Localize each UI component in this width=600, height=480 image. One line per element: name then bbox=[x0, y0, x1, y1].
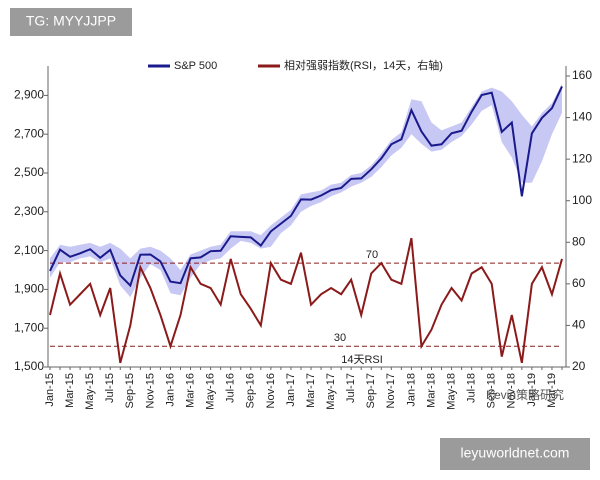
tag-text: TG: MYYJJPP bbox=[26, 13, 116, 29]
x-tick-label: Jan-17 bbox=[285, 373, 297, 407]
x-tick-label: Jan-15 bbox=[44, 373, 56, 407]
y-tick-label: 2,500 bbox=[14, 165, 44, 179]
x-tick-label: May-15 bbox=[84, 373, 96, 410]
x-tick-label: Mar-19 bbox=[546, 373, 558, 408]
source-text: Kevin策略研究 bbox=[486, 387, 564, 402]
band-area bbox=[50, 83, 562, 298]
y-tick-label: 2,700 bbox=[14, 126, 44, 140]
x-tick-label: Jan-18 bbox=[405, 373, 417, 407]
x-tick-label: Mar-15 bbox=[64, 373, 76, 408]
x-tick-label: Sep-17 bbox=[365, 373, 377, 408]
y-tick-label: 2,300 bbox=[14, 204, 44, 218]
x-tick-label: Sep-15 bbox=[124, 373, 136, 408]
x-tick-label: Jul-16 bbox=[225, 373, 237, 403]
site-box bbox=[440, 438, 590, 470]
legend-label: S&P 500 bbox=[174, 60, 217, 72]
y-tick-label: 2,900 bbox=[14, 88, 44, 102]
x-tick-label: Nov-17 bbox=[385, 373, 397, 408]
y2-tick-label: 140 bbox=[572, 110, 592, 124]
x-tick-label: Jul-18 bbox=[466, 373, 478, 403]
legend-label: 相对强弱指数(RSI，14天，右轴) bbox=[284, 58, 443, 72]
y2-tick-label: 60 bbox=[572, 276, 586, 290]
y-tick-label: 1,700 bbox=[14, 320, 44, 334]
x-tick-label: Nov-15 bbox=[144, 373, 156, 408]
y2-tick-label: 100 bbox=[572, 193, 592, 207]
site-text: leyuworldnet.com bbox=[461, 445, 570, 461]
reference-label: 70 bbox=[366, 249, 378, 261]
x-tick-label: Mar-16 bbox=[184, 373, 196, 408]
y-tick-label: 1,900 bbox=[14, 282, 44, 296]
annotation: 14天RSI bbox=[341, 354, 383, 366]
x-tick-label: Sep-18 bbox=[486, 373, 498, 408]
x-tick-label: Mar-17 bbox=[305, 373, 317, 408]
series-line bbox=[49, 237, 563, 364]
x-tick-label: May-18 bbox=[445, 373, 457, 410]
x-tick-label: Nov-18 bbox=[506, 373, 518, 408]
y-tick-label: 2,100 bbox=[14, 243, 44, 257]
reference-label: 30 bbox=[334, 332, 346, 344]
x-tick-label: Jul-15 bbox=[104, 373, 116, 403]
x-tick-label: Jan-16 bbox=[164, 373, 176, 407]
x-tick-label: Sep-16 bbox=[245, 373, 257, 408]
y2-tick-label: 160 bbox=[572, 68, 592, 82]
y-tick-label: 1,500 bbox=[14, 359, 44, 373]
x-tick-label: Nov-16 bbox=[265, 373, 277, 408]
tag-box bbox=[10, 8, 132, 36]
series-line bbox=[49, 86, 563, 288]
y2-tick-label: 40 bbox=[572, 318, 586, 332]
x-tick-label: May-16 bbox=[205, 373, 217, 410]
x-tick-label: Mar-18 bbox=[425, 373, 437, 408]
y2-tick-label: 80 bbox=[572, 234, 586, 248]
x-tick-label: May-17 bbox=[325, 373, 337, 410]
x-tick-label: Jul-17 bbox=[345, 373, 357, 403]
y2-tick-label: 120 bbox=[572, 151, 592, 165]
y2-tick-label: 20 bbox=[572, 359, 586, 373]
x-tick-label: Jan-19 bbox=[526, 373, 538, 407]
